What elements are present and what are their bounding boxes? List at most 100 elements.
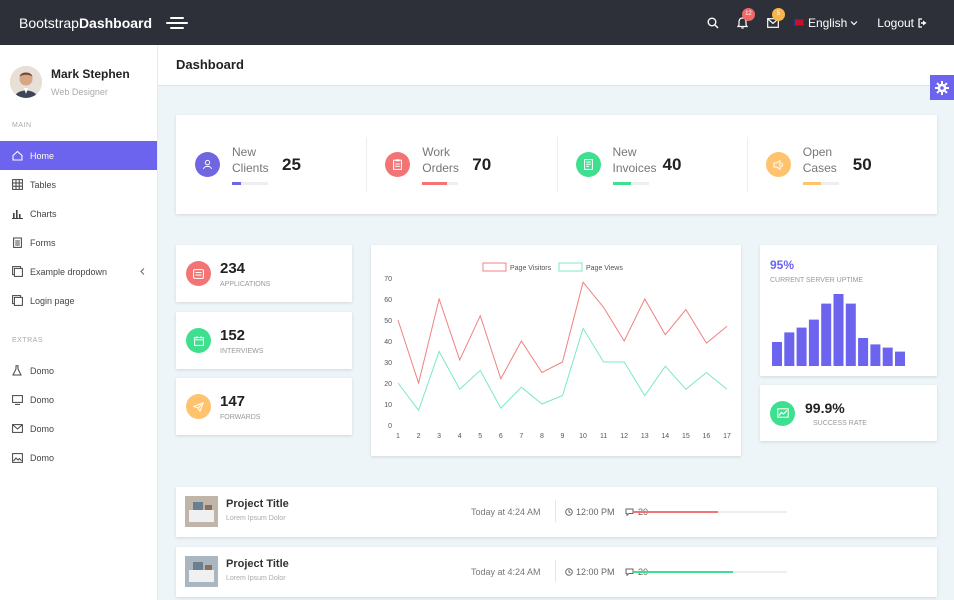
stat-value: 40 (662, 154, 682, 174)
extras-domo-4[interactable]: Domo (0, 443, 157, 472)
project-title[interactable]: Project Title (226, 558, 289, 570)
mini-card-forwards: 147 FORWARDS (176, 378, 352, 435)
divider (555, 560, 556, 582)
uptime-label: CURRENT SERVER UPTIME (770, 277, 864, 284)
stat-value: 50 (852, 154, 872, 174)
y-tick-label: 10 (384, 402, 392, 409)
sidebar-item-forms[interactable]: Forms (0, 228, 157, 257)
mini-card-label: APPLICATIONS (220, 280, 271, 288)
window-icon (11, 295, 23, 307)
stat-label-line2: Cases (802, 161, 837, 175)
mini-card-interviews: 152 INTERVIEWS (176, 312, 352, 369)
stat-value: 70 (472, 154, 492, 174)
success-rate-card: 99.9% SUCCESS RATE (760, 385, 937, 441)
messages-mail-icon[interactable]: 5 (765, 7, 785, 31)
project-date: Today at 4:24 AM (471, 507, 541, 517)
stat-label-line2: Clients (232, 161, 269, 175)
stat-value: 25 (282, 154, 301, 174)
logout-icon (918, 17, 927, 28)
extras-section-label: EXTRAS (12, 337, 44, 344)
y-tick-label: 50 (384, 318, 392, 325)
sidebar-item-home[interactable]: Home (0, 141, 157, 170)
invoice-icon (575, 152, 601, 177)
search-icon[interactable] (705, 15, 721, 31)
mini-card-label: INTERVIEWS (220, 347, 264, 355)
legend-label: Page Visitors (510, 265, 552, 272)
stat-label-line1: New (612, 145, 637, 159)
chevron-down-icon (850, 20, 858, 25)
form-icon (11, 237, 23, 249)
y-tick-label: 20 (384, 381, 392, 388)
project-thumbnail (185, 496, 218, 527)
mail-icon (11, 423, 23, 435)
trending-up-icon (770, 400, 795, 426)
x-tick-label: 16 (703, 433, 711, 440)
success-value: 99.9% (805, 399, 845, 416)
uptime-bar-chart (772, 294, 905, 366)
sidebar-item-login-page[interactable]: Login page (0, 286, 157, 315)
project-time: 12:00 PM (565, 507, 615, 517)
main-section-label: MAIN (12, 122, 32, 129)
project-row[interactable]: Project Title Lorem Ipsum Dolor Today at 4… (176, 547, 937, 597)
mini-card-applications: 234 APPLICATIONS (176, 245, 352, 302)
success-label: SUCCESS RATE (813, 419, 867, 427)
profile-name: Mark Stephen (51, 66, 130, 81)
comment-icon (625, 568, 634, 576)
notifications-bell-icon[interactable]: 12 (735, 7, 755, 31)
sidebar-item-label: Domo (30, 423, 55, 434)
uptime-bar (858, 338, 869, 366)
sidebar: Mark Stephen Web Designer MAIN Home Table… (0, 45, 158, 600)
project-title[interactable]: Project Title (226, 498, 289, 510)
project-row[interactable]: Project Title Lorem Ipsum Dolor Today at 4… (176, 487, 937, 537)
clock-icon (565, 508, 573, 516)
mini-card-value: 152 (220, 326, 246, 344)
extras-domo-1[interactable]: Domo (0, 356, 157, 385)
uptime-bar (821, 303, 832, 366)
sidebar-item-label: Domo (30, 365, 55, 376)
x-tick-label: 10 (579, 433, 587, 440)
sidebar-item-tables[interactable]: Tables (0, 170, 157, 199)
stat-progress-bar (422, 182, 459, 185)
extras-domo-3[interactable]: Domo (0, 414, 157, 443)
sidebar-item-label: Home (30, 150, 55, 161)
top-navbar: BootstrapDashboard 12 5 English Logout (0, 0, 954, 45)
legend-label: Page Views (586, 265, 623, 272)
brand-logo[interactable]: BootstrapDashboard (0, 15, 158, 31)
x-tick-label: 15 (682, 433, 690, 440)
sidebar-item-label: Login page (30, 295, 75, 306)
cases-icon (765, 152, 791, 177)
x-tick-label: 2 (417, 433, 421, 440)
language-label: English (807, 15, 848, 30)
y-tick-label: 60 (384, 297, 392, 304)
sidebar-toggle-icon[interactable] (166, 16, 188, 29)
page-title: Dashboard (176, 57, 244, 72)
mini-card-label: FORWARDS (220, 413, 261, 421)
x-tick-label: 17 (723, 433, 731, 440)
mini-card-value: 234 (220, 259, 246, 277)
settings-gear-icon[interactable] (930, 75, 954, 100)
monitor-icon (11, 394, 23, 406)
profile-role: Web Designer (51, 86, 108, 97)
stat-work-orders: Work Orders 70 (366, 115, 556, 214)
project-thumbnail (185, 556, 218, 587)
sidebar-item-label: Domo (30, 452, 55, 463)
sidebar-item-charts[interactable]: Charts (0, 199, 157, 228)
notifications-badge: 12 (741, 7, 755, 21)
uptime-value: 95% (770, 258, 795, 272)
sidebar-item-example-dropdown[interactable]: Example dropdown (0, 257, 157, 286)
stat-label-line1: Open (802, 145, 833, 159)
messages-badge: 5 (771, 7, 785, 21)
stat-label-line1: Work (422, 145, 451, 159)
paper-plane-icon (186, 394, 211, 419)
language-dropdown[interactable]: English (793, 15, 858, 30)
stat-new-clients: New Clients 25 (176, 115, 366, 214)
logout-button[interactable]: Logout (877, 16, 928, 30)
brand-light-text: Bootstrap (19, 14, 79, 31)
series-line-page-visitors (397, 281, 728, 385)
extras-domo-2[interactable]: Domo (0, 385, 157, 414)
project-date: Today at 4:24 AM (471, 567, 541, 577)
stat-label-line2: Orders (422, 161, 459, 175)
y-tick-label: 70 (384, 276, 392, 283)
x-tick-label: 8 (540, 433, 544, 440)
stat-progress-bar (612, 182, 649, 185)
